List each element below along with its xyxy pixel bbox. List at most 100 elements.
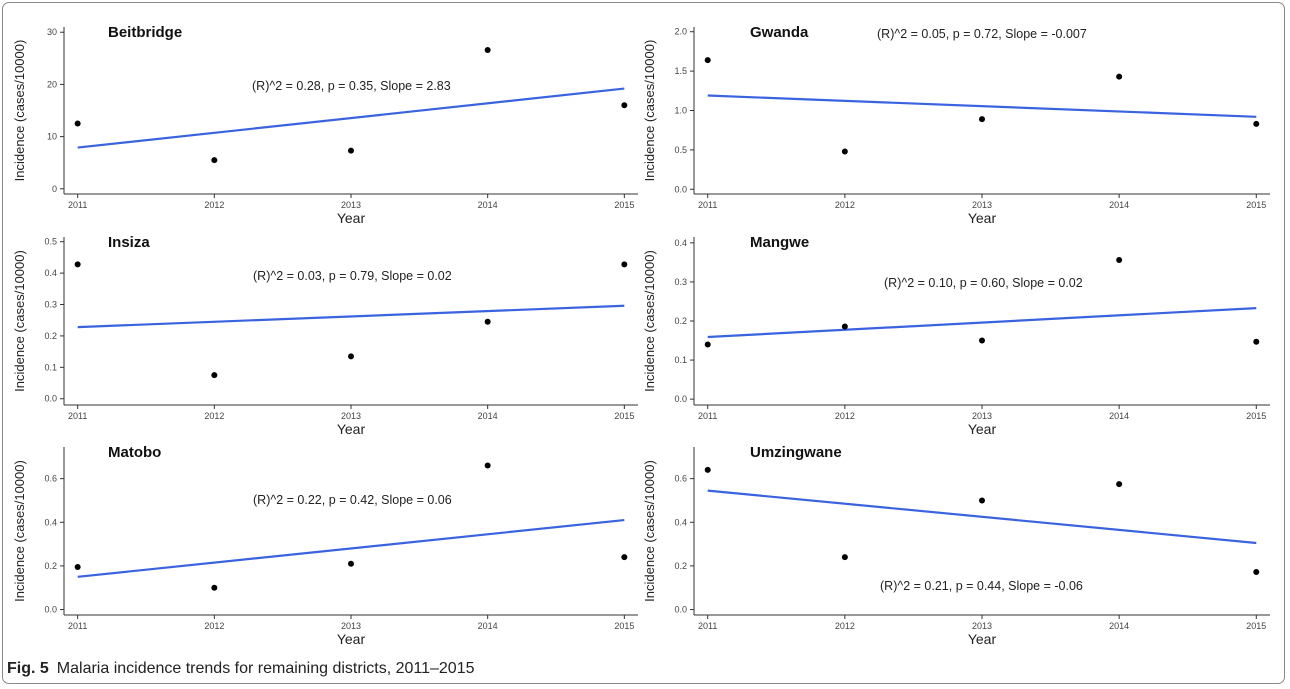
chart-panel-mangwe: 0.0 0.1 0.2 0.3 0.4 2011 2012 2013 2014 2015 Year I…: [642, 234, 1270, 437]
x-tick-label: 2015: [1246, 200, 1266, 210]
data-point: [841, 554, 848, 561]
y-tick-label: 0.6: [674, 474, 687, 484]
y-tick-label: 10: [47, 132, 57, 142]
x-tick-label: 2012: [204, 411, 224, 421]
x-tick-label: 2013: [341, 621, 361, 631]
x-tick-label: 2014: [478, 621, 498, 631]
x-tick-label: 2011: [68, 411, 87, 421]
y-tick-label: 2.0: [674, 27, 687, 37]
x-axis-title: Year: [337, 210, 366, 226]
x-tick-label: 2014: [1109, 411, 1129, 421]
trend-line: [707, 489, 1257, 545]
x-axis-title: Year: [337, 631, 366, 647]
y-axis-title: Incidence (cases/10000): [12, 40, 27, 182]
y-axis-title: Incidence (cases/10000): [642, 460, 657, 602]
y-tick-label: 0.0: [674, 605, 687, 615]
x-tick-label: 2012: [835, 411, 855, 421]
y-tick-label: 0.4: [674, 517, 687, 527]
panel-title: Umzingwane: [750, 444, 842, 461]
data-point: [484, 318, 491, 325]
x-tick-label: 2012: [835, 621, 855, 631]
x-tick-label: 2012: [204, 621, 224, 631]
x-tick-label: 2014: [478, 411, 498, 421]
y-tick-label: 0.1: [44, 362, 57, 372]
y-tick-label: 1.5: [674, 66, 687, 76]
data-point: [621, 102, 628, 109]
x-tick-label: 2015: [614, 200, 634, 210]
y-tick-label: 0.2: [44, 331, 57, 341]
y-tick-label: 0.0: [674, 184, 687, 194]
y-tick-label: 0.0: [44, 394, 57, 404]
x-tick-label: 2011: [68, 621, 87, 631]
x-tick-label: 2013: [972, 200, 992, 210]
data-point: [704, 466, 711, 473]
x-tick-label: 2011: [698, 200, 717, 210]
trend-line: [707, 94, 1257, 118]
y-tick-label: 0: [52, 184, 57, 194]
x-tick-label: 2013: [972, 411, 992, 421]
x-axis-title: Year: [337, 421, 366, 437]
data-point: [704, 57, 711, 64]
trend-line: [77, 518, 625, 578]
y-tick-label: 0.4: [44, 517, 57, 527]
trend-line: [77, 304, 625, 329]
x-tick-label: 2014: [478, 200, 498, 210]
panel-title: Matobo: [108, 444, 161, 461]
data-point: [979, 116, 985, 123]
y-tick-label: 0.1: [674, 355, 687, 365]
chart-panel-umzingwane: 0.0 0.2 0.4 0.6 2011 2012 2013 2014 2015 Year Inci…: [642, 444, 1270, 647]
chart-panel-insiza: 0.0 0.1 0.2 0.3 0.4 0.5 2011 2012 2013 2014 2015 Ye…: [12, 234, 638, 437]
stats-annotation: (R)^2 = 0.21, p = 0.44, Slope = -0.06: [880, 579, 1083, 593]
x-tick-label: 2013: [972, 621, 992, 631]
x-axis-title: Year: [968, 210, 997, 226]
data-point: [74, 564, 81, 570]
y-tick-label: 0.3: [674, 277, 687, 287]
y-tick-label: 0.3: [44, 300, 57, 310]
data-point: [211, 372, 218, 379]
figure-caption-text: Malaria incidence trends for remaining d…: [56, 660, 475, 677]
y-tick-label: 0.5: [44, 237, 57, 247]
x-tick-label: 2015: [1246, 621, 1266, 631]
x-tick-label: 2015: [614, 411, 634, 421]
x-axis-title: Year: [968, 421, 997, 437]
y-tick-label: 0.5: [674, 145, 687, 155]
data-point: [621, 554, 628, 561]
x-tick-label: 2015: [1246, 411, 1266, 421]
stats-annotation: (R)^2 = 0.03, p = 0.79, Slope = 0.02: [253, 269, 452, 283]
figure-label: Fig. 5: [7, 660, 49, 677]
x-tick-label: 2013: [341, 411, 361, 421]
data-point: [484, 462, 491, 469]
stats-annotation: (R)^2 = 0.10, p = 0.60, Slope = 0.02: [884, 276, 1083, 290]
data-point: [211, 157, 218, 164]
y-tick-label: 0.6: [44, 474, 57, 484]
y-tick-label: 1.0: [674, 106, 687, 116]
x-tick-label: 2011: [698, 411, 717, 421]
panel-title: Beitbridge: [108, 24, 182, 41]
data-point: [841, 323, 848, 330]
data-point: [979, 337, 985, 344]
data-point: [621, 261, 628, 268]
chart-panel-gwanda: 0.0 0.5 1.0 1.5 2.0 2011 2012 2013 2014 2015 Year I…: [642, 24, 1270, 226]
trend-line: [707, 307, 1257, 339]
data-point: [348, 353, 354, 360]
data-point: [348, 147, 354, 154]
y-axis-title: Incidence (cases/10000): [12, 250, 27, 392]
stats-annotation: (R)^2 = 0.22, p = 0.42, Slope = 0.06: [253, 493, 452, 507]
figure-caption: Fig. 5 Malaria incidence trends for remai…: [7, 660, 474, 678]
x-tick-label: 2013: [341, 200, 361, 210]
y-axis-title: Incidence (cases/10000): [642, 40, 657, 182]
data-point: [74, 261, 81, 268]
y-tick-label: 0.2: [674, 316, 687, 326]
x-tick-label: 2015: [614, 621, 634, 631]
y-tick-label: 20: [47, 79, 57, 89]
y-tick-label: 0.4: [44, 268, 57, 278]
data-point: [1116, 73, 1123, 80]
panel-title: Gwanda: [750, 24, 809, 41]
y-tick-label: 0.2: [674, 561, 687, 571]
x-tick-label: 2011: [68, 200, 87, 210]
data-point: [74, 120, 81, 127]
data-point: [704, 341, 711, 348]
x-tick-label: 2014: [1109, 200, 1129, 210]
